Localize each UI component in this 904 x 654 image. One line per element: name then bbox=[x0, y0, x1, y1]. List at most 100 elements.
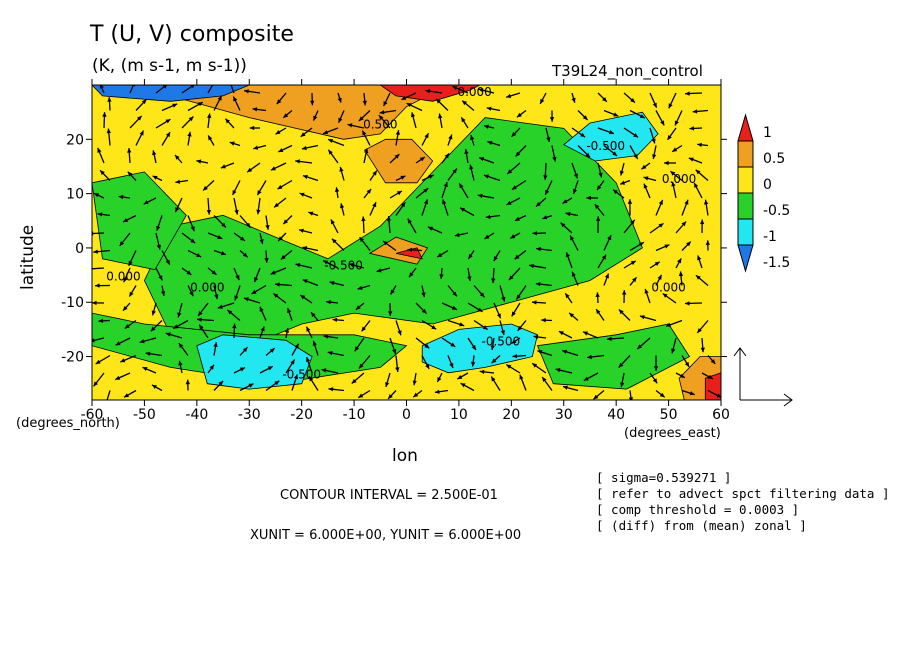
wind-vector bbox=[425, 89, 443, 94]
contour-region-cyan-5 bbox=[421, 323, 538, 374]
wind-vector bbox=[389, 337, 397, 355]
wind-vector bbox=[537, 350, 553, 357]
wind-vector bbox=[155, 118, 171, 129]
wind-vector bbox=[671, 181, 677, 199]
y-axis-label: latitude bbox=[18, 224, 38, 290]
wind-vector bbox=[629, 241, 645, 252]
wind-vector bbox=[300, 127, 313, 138]
wind-vector bbox=[232, 323, 237, 339]
wind-vector bbox=[357, 389, 371, 399]
wind-vector bbox=[265, 380, 280, 392]
wind-vector bbox=[452, 85, 469, 94]
wind-vector bbox=[98, 318, 111, 323]
wind-vector bbox=[681, 389, 695, 396]
wind-vector bbox=[671, 144, 683, 153]
wind-vector bbox=[97, 212, 111, 217]
wind-vector bbox=[123, 267, 131, 283]
wind-vector bbox=[99, 169, 111, 181]
wind-vector bbox=[358, 355, 371, 369]
wind-vector bbox=[486, 106, 501, 112]
wind-vector bbox=[155, 85, 168, 94]
wind-vector bbox=[477, 193, 495, 199]
contour-label: 0.000 bbox=[662, 172, 696, 186]
wind-vector bbox=[386, 216, 392, 234]
wind-vector bbox=[619, 179, 631, 185]
wind-vector bbox=[175, 179, 189, 184]
wind-vector bbox=[395, 355, 400, 373]
x-tick-label: 0 bbox=[402, 407, 411, 423]
wind-vector bbox=[299, 192, 313, 199]
wind-vector bbox=[305, 356, 313, 374]
x-tick-label: 20 bbox=[502, 407, 520, 423]
wind-vector bbox=[246, 162, 261, 173]
wind-vector bbox=[671, 337, 677, 354]
wind-vector bbox=[282, 110, 293, 119]
x-axis-label: lon bbox=[392, 446, 418, 466]
colorbar-swatch bbox=[737, 244, 754, 273]
wind-vector bbox=[322, 127, 339, 135]
wind-vector bbox=[655, 244, 670, 252]
wind-vector bbox=[493, 250, 501, 262]
wind-vector bbox=[351, 372, 365, 384]
wind-vector bbox=[95, 283, 111, 288]
wind-vector bbox=[232, 180, 241, 196]
wind-vector bbox=[467, 337, 477, 351]
wind-vector bbox=[597, 162, 603, 178]
run-name: T39L24_non_control bbox=[552, 62, 703, 80]
wind-vector bbox=[379, 109, 397, 115]
wind-vector bbox=[285, 359, 296, 374]
wind-vector bbox=[407, 218, 417, 234]
wind-vector bbox=[233, 367, 246, 374]
colorbar-label: -0.5 bbox=[763, 203, 790, 219]
wind-vector bbox=[595, 292, 600, 304]
wind-vector bbox=[668, 92, 677, 109]
x-tick-label: -20 bbox=[290, 407, 313, 423]
wind-vector bbox=[310, 311, 319, 321]
wind-vector bbox=[361, 216, 366, 234]
wind-vector bbox=[421, 355, 430, 370]
wind-vector bbox=[511, 179, 527, 191]
wind-vector bbox=[259, 306, 267, 321]
wind-vector bbox=[564, 292, 573, 304]
wind-vector bbox=[224, 118, 235, 129]
wind-vector bbox=[334, 187, 340, 199]
wind-vector bbox=[586, 195, 599, 201]
wind-vector bbox=[277, 179, 293, 190]
wind-vector bbox=[485, 214, 501, 219]
wind-vector bbox=[226, 309, 241, 321]
wind-vector bbox=[664, 160, 676, 166]
note-sigma: [ sigma=0.539271 ] bbox=[596, 470, 732, 485]
wind-vector bbox=[376, 267, 391, 273]
wind-vector bbox=[327, 138, 345, 147]
wind-vector bbox=[206, 197, 211, 215]
wind-vector bbox=[623, 127, 639, 138]
wind-vector bbox=[427, 226, 443, 234]
wind-vector bbox=[555, 368, 573, 374]
wind-vector bbox=[302, 279, 319, 287]
contour-region-orange-8 bbox=[364, 138, 434, 184]
wind-vector bbox=[511, 127, 521, 138]
vector-units-label: XUNIT = 6.000E+00, YUNIT = 6.000E+00 bbox=[250, 528, 522, 543]
wind-vector bbox=[347, 123, 365, 129]
wind-vector bbox=[181, 232, 196, 244]
wind-vector bbox=[508, 267, 521, 281]
wind-vector bbox=[697, 142, 709, 147]
wind-vector bbox=[689, 126, 703, 131]
wind-vector bbox=[369, 170, 378, 181]
wind-vector bbox=[675, 258, 682, 269]
wind-vector bbox=[340, 203, 345, 216]
wind-vector bbox=[612, 189, 625, 199]
wind-vector bbox=[511, 302, 521, 317]
wind-vector bbox=[669, 170, 683, 182]
wind-vector bbox=[301, 144, 319, 151]
wind-vector bbox=[330, 219, 339, 234]
contour-region-red-12 bbox=[704, 372, 721, 400]
wind-vector bbox=[177, 302, 183, 318]
wind-vector bbox=[629, 109, 646, 119]
wind-vector bbox=[695, 169, 709, 181]
wind-vector bbox=[478, 88, 495, 94]
wind-vector bbox=[251, 284, 267, 295]
wind-vector bbox=[389, 190, 403, 199]
wind-vector bbox=[643, 176, 657, 182]
